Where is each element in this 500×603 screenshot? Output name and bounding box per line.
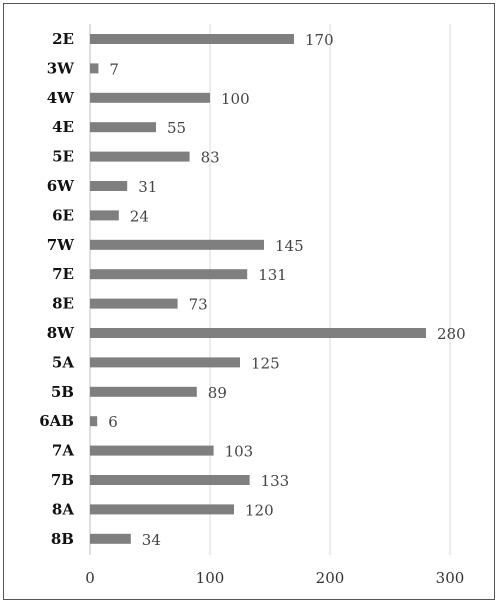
bar-8E [90,298,178,309]
data-label: 100 [221,90,250,108]
bar-6W [90,181,128,191]
category-label: 8B [51,530,74,548]
bar-6E [90,210,119,221]
data-label: 145 [275,237,304,255]
bar-8W [90,328,426,338]
bar-7B [90,475,250,485]
bar-4W [90,92,210,103]
chart-frame [3,3,495,600]
data-label: 89 [208,384,227,402]
category-label: 6E [52,206,74,224]
category-label: 5A [52,353,74,371]
x-tick-label: 0 [85,569,95,587]
bar-8A [90,504,234,515]
bar-7E [90,269,248,280]
x-tick-label: 100 [196,569,225,587]
data-label: 83 [201,149,220,167]
bar-4E [90,122,156,133]
category-label: 8E [52,295,74,313]
data-label: 55 [167,119,186,137]
category-label: 7B [51,471,74,489]
category-label: 4W [47,89,75,107]
category-label: 7W [47,236,75,254]
category-label: 6W [47,177,75,195]
data-label: 133 [261,472,290,490]
data-label: 131 [258,266,287,284]
data-label: 6 [108,413,118,431]
category-label: 6AB [39,412,74,430]
data-label: 120 [245,501,274,519]
category-label: 5E [52,148,74,166]
bar-5A [90,357,240,368]
data-label: 73 [189,296,208,314]
bar-6AB [90,416,98,427]
labels: 0 100 200 300 2E 170 3W 7 4W 100 4E 55 5E 83 6W 31 6E 24 7… [39,30,465,587]
category-label: 3W [47,59,75,77]
category-label: 4E [52,118,74,136]
x-tick-label: 200 [316,569,345,587]
category-label: 7A [52,442,74,460]
bar-7A [90,445,214,456]
category-label: 8W [47,324,75,342]
bar-2E [90,34,294,44]
data-label: 7 [109,60,119,78]
data-label: 31 [138,178,157,196]
category-label: 7E [52,265,74,283]
gridlines [89,24,451,555]
data-label: 280 [437,325,466,343]
data-label: 34 [142,531,161,549]
bar-5B [90,386,197,397]
bars [90,34,426,544]
category-label: 8A [52,500,74,518]
data-label: 125 [251,354,280,372]
data-label: 103 [225,443,254,461]
data-label: 170 [305,31,334,49]
bar-3W [90,63,99,74]
bar-7W [90,239,264,250]
category-label: 5B [51,383,74,401]
x-tick-label: 300 [436,569,465,587]
bar-8B [90,533,131,544]
category-label: 2E [52,30,74,48]
data-label: 24 [130,207,149,225]
bar-5E [90,151,190,162]
